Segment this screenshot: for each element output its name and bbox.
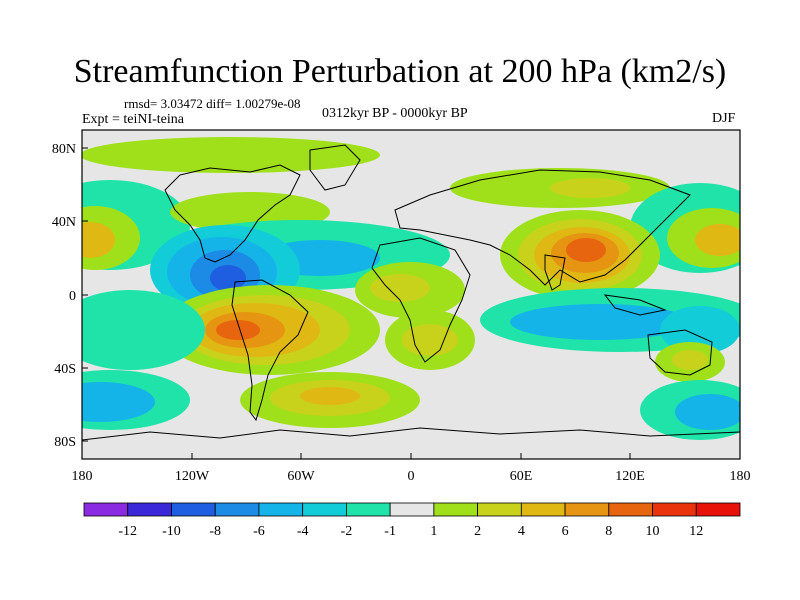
colorbar-swatch bbox=[83, 502, 129, 517]
so-east-blue bbox=[675, 394, 740, 430]
lat-label-40s: 40S bbox=[54, 362, 76, 377]
band-siberia-yellow bbox=[550, 178, 630, 198]
stats-line: rmsd= 3.03472 diff= 1.00279e-08 bbox=[124, 96, 301, 111]
colorbar-label: -1 bbox=[384, 524, 396, 539]
lon-labels: 180 120W 60W 0 60E 120E 180 bbox=[72, 469, 751, 484]
colorbar-label: -2 bbox=[341, 524, 353, 539]
colorbar-label: -4 bbox=[297, 524, 309, 539]
saf-yellow bbox=[402, 324, 458, 356]
lon-label-120e: 120E bbox=[615, 469, 645, 484]
colorbar-label: 2 bbox=[474, 524, 481, 539]
ea-red bbox=[566, 238, 606, 262]
sp-cyan bbox=[82, 290, 205, 370]
ca-dark bbox=[210, 265, 246, 291]
colorbar-label: 4 bbox=[518, 524, 525, 539]
colorbar-swatch bbox=[345, 502, 391, 517]
colorbar-label: 6 bbox=[562, 524, 569, 539]
lat-tick-marks bbox=[82, 147, 88, 442]
season-label: DJF bbox=[712, 111, 736, 126]
colorbar-swatch bbox=[302, 502, 347, 517]
lon-label-180e: 180 bbox=[730, 469, 751, 484]
coastlines bbox=[82, 144, 740, 441]
au-yellow bbox=[672, 350, 708, 370]
colorbar-swatch bbox=[520, 502, 566, 517]
colorbar-labels: -12 -10 -8 -6 -4 -2 -1 1 2 4 6 8 10 12 bbox=[118, 524, 703, 539]
sa-red bbox=[216, 320, 260, 340]
period-line: 0312kyr BP - 0000kyr BP bbox=[322, 106, 468, 121]
colorbar-swatch bbox=[389, 502, 435, 517]
colorbar-swatch bbox=[127, 502, 172, 517]
lon-label-60w: 60W bbox=[287, 469, 315, 484]
np-west-orange bbox=[82, 222, 115, 258]
np-east-orange bbox=[695, 224, 740, 256]
lon-label-180w: 180 bbox=[72, 469, 93, 484]
lat-labels: 80N 40N 0 40S 80S bbox=[52, 142, 76, 450]
coast-australia bbox=[647, 329, 713, 376]
band-arctic-green bbox=[82, 137, 380, 173]
lon-label-0: 0 bbox=[408, 469, 415, 484]
colorbar-label: -8 bbox=[209, 524, 221, 539]
chart-title: Streamfunction Perturbation at 200 hPa (… bbox=[73, 53, 727, 90]
sp-blue-south-inner bbox=[82, 382, 155, 422]
colorbar-swatch bbox=[477, 502, 522, 517]
coast-north-america bbox=[164, 164, 301, 263]
coast-maritime bbox=[603, 294, 667, 316]
colorbar-label: 12 bbox=[689, 524, 703, 539]
colorbar-swatch bbox=[608, 502, 653, 517]
coast-india bbox=[544, 254, 566, 291]
experiment-line: Expt = teiNI-teina bbox=[82, 112, 184, 127]
colorbar-label: 10 bbox=[646, 524, 660, 539]
lat-label-0: 0 bbox=[69, 289, 76, 304]
colorbar-label: -10 bbox=[162, 524, 181, 539]
satl-orange bbox=[300, 387, 360, 405]
colorbar-swatch bbox=[258, 502, 304, 517]
lat-label-80n: 80N bbox=[52, 142, 76, 157]
coast-antarctica bbox=[82, 427, 740, 441]
lon-label-120w: 120W bbox=[175, 469, 210, 484]
lat-label-40n: 40N bbox=[52, 215, 76, 230]
coast-south-america bbox=[231, 279, 309, 422]
lon-label-60e: 60E bbox=[510, 469, 533, 484]
colorbar-label: -6 bbox=[253, 524, 265, 539]
colorbar bbox=[83, 502, 741, 517]
colorbar-swatch bbox=[433, 502, 479, 517]
coast-greenland bbox=[309, 144, 361, 191]
coast-eurasia bbox=[394, 169, 691, 286]
af-yellow bbox=[370, 274, 430, 302]
colorbar-label: 1 bbox=[430, 524, 437, 539]
colorbar-swatch bbox=[564, 502, 610, 517]
lat-label-80s: 80S bbox=[54, 435, 76, 450]
coast-africa bbox=[371, 237, 471, 363]
colorbar-swatch bbox=[171, 502, 216, 517]
colorbar-swatch bbox=[695, 502, 741, 517]
io-east-cyan bbox=[660, 306, 740, 354]
colorbar-swatch bbox=[214, 502, 260, 517]
contour-fill bbox=[82, 137, 740, 440]
lon-tick-marks bbox=[81, 453, 741, 459]
io-blue bbox=[510, 304, 690, 340]
colorbar-swatch bbox=[652, 502, 697, 517]
colorbar-label: -12 bbox=[118, 524, 137, 539]
colorbar-label: 8 bbox=[605, 524, 612, 539]
